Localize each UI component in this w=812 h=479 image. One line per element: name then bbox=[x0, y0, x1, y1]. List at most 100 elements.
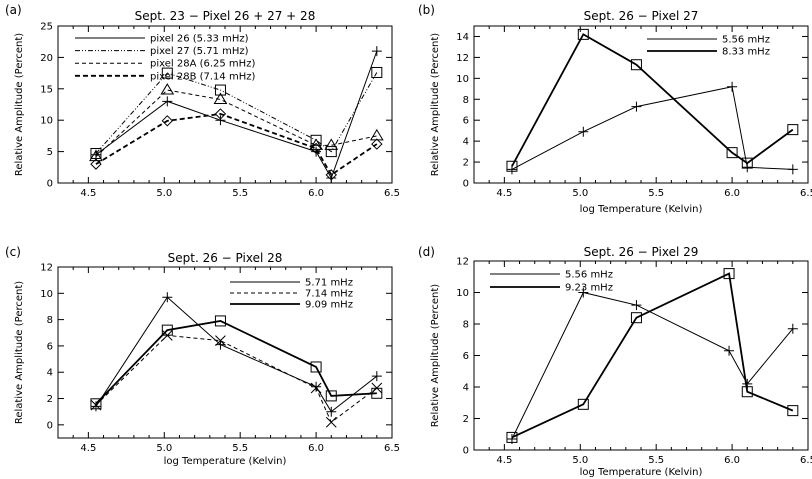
data-point-plus bbox=[326, 406, 337, 417]
data-point-square bbox=[726, 147, 738, 159]
data-point-square bbox=[90, 398, 102, 410]
data-point-square bbox=[506, 160, 518, 172]
data-point-cross bbox=[325, 416, 337, 428]
series-line-1 bbox=[511, 291, 794, 440]
chart-title: Sept. 26 − Pixel 29 bbox=[584, 245, 699, 259]
y-tick-label: 5 bbox=[47, 147, 53, 158]
data-point-plus bbox=[787, 323, 798, 334]
data-point-square bbox=[310, 134, 322, 146]
x-tick-label: 6.0 bbox=[724, 455, 740, 466]
chart-panel-4: (d) Sept. 26 − Pixel 29 4.5 5.0 5.5 6.0 6.5 0 2 4… bbox=[418, 245, 812, 478]
data-point-square bbox=[723, 268, 735, 280]
data-point-diamond bbox=[325, 169, 337, 181]
chart-title: Sept. 26 − Pixel 28 bbox=[168, 251, 283, 265]
x-tick-label: 6.0 bbox=[724, 188, 740, 199]
data-point-square bbox=[630, 59, 642, 71]
chart-panel-1: (a) Sept. 23 − Pixel 26 + 27 + 28 4.5 5.0 5.… bbox=[5, 3, 400, 199]
y-tick-label: 2 bbox=[463, 414, 469, 425]
data-point-plus bbox=[578, 287, 589, 298]
data-point-triangle bbox=[369, 128, 384, 141]
y-tick-label: 14 bbox=[456, 32, 469, 43]
data-point-plus bbox=[724, 345, 735, 356]
data-point-square bbox=[161, 67, 173, 79]
data-point-square bbox=[325, 390, 337, 402]
legend-entry: pixel 26 (5.33 mHz) bbox=[150, 34, 249, 45]
data-point-square bbox=[630, 312, 642, 324]
legend-entry: 5.56 mHz bbox=[722, 35, 770, 46]
y-tick-label: 8 bbox=[47, 315, 53, 326]
legend-entry: 8.33 mHz bbox=[722, 47, 770, 58]
y-tick-label: 4 bbox=[463, 383, 469, 394]
legend-entry: pixel 28B (7.14 mHz) bbox=[150, 71, 255, 82]
series-line-2 bbox=[511, 272, 794, 439]
y-tick-label: 12 bbox=[40, 263, 53, 274]
data-point-plus bbox=[311, 146, 322, 157]
x-tick-label: 4.5 bbox=[496, 455, 512, 466]
panel-label: (c) bbox=[5, 245, 21, 259]
legend-entry: 5.56 mHz bbox=[565, 270, 613, 281]
x-tick-label: 6.5 bbox=[384, 443, 400, 454]
y-tick-label: 10 bbox=[40, 116, 53, 127]
y-axis-title: Relative Amplitude (Percent) bbox=[14, 33, 25, 176]
data-point-cross bbox=[215, 335, 226, 347]
data-point-square bbox=[741, 157, 753, 169]
legend-entry: pixel 28A (6.25 mHz) bbox=[150, 59, 255, 70]
y-tick-label: 6 bbox=[463, 351, 469, 362]
x-axis-title: log Temperature (Kelvin) bbox=[164, 456, 287, 467]
x-tick-label: 6.5 bbox=[800, 455, 812, 466]
y-tick-label: 2 bbox=[463, 158, 469, 169]
series-line-3 bbox=[95, 89, 377, 157]
legend-entry: 7.14 mHz bbox=[305, 289, 353, 300]
y-tick-label: 8 bbox=[463, 320, 469, 331]
legend-entry: 9.09 mHz bbox=[305, 300, 353, 311]
data-point-square bbox=[214, 84, 226, 96]
series-line-1 bbox=[95, 50, 378, 180]
x-tick-label: 5.5 bbox=[648, 188, 664, 199]
data-point-cross bbox=[310, 382, 322, 394]
x-tick-label: 5.0 bbox=[156, 188, 172, 199]
series-line-4 bbox=[95, 112, 378, 177]
data-point-triangle bbox=[213, 92, 228, 104]
y-tick-label: 20 bbox=[40, 53, 53, 64]
legend-entry: 9.23 mHz bbox=[565, 283, 613, 294]
data-point-square bbox=[577, 398, 589, 410]
panel-label: (b) bbox=[418, 3, 435, 17]
x-tick-label: 5.0 bbox=[156, 443, 172, 454]
y-tick-label: 10 bbox=[456, 74, 469, 85]
data-point-square bbox=[371, 387, 383, 399]
panel-label: (a) bbox=[5, 3, 22, 17]
y-tick-label: 12 bbox=[456, 257, 469, 268]
y-tick-label: 4 bbox=[463, 137, 469, 148]
x-axis-title: log Temperature (Kelvin) bbox=[580, 467, 703, 478]
data-point-plus bbox=[371, 46, 382, 57]
data-point-square bbox=[741, 386, 753, 398]
legend-entry: pixel 27 (5.71 mHz) bbox=[150, 46, 249, 57]
series-line-2 bbox=[95, 334, 378, 423]
data-point-triangle bbox=[89, 149, 103, 162]
y-tick-label: 0 bbox=[463, 446, 469, 457]
data-point-triangle bbox=[160, 83, 175, 95]
data-point-diamond bbox=[310, 142, 322, 155]
x-tick-label: 6.5 bbox=[384, 188, 400, 199]
y-tick-label: 6 bbox=[47, 341, 53, 352]
y-tick-label: 10 bbox=[40, 289, 53, 300]
series-line-2 bbox=[511, 33, 794, 167]
y-tick-label: 25 bbox=[40, 22, 53, 33]
series-line-1 bbox=[95, 296, 378, 413]
chart-panel-3: (c) Sept. 26 − Pixel 28 4.5 5.0 5.5 6.0 6.5 0 2 4… bbox=[5, 245, 400, 467]
x-tick-label: 6.0 bbox=[308, 188, 324, 199]
data-point-plus bbox=[371, 371, 382, 382]
y-tick-label: 2 bbox=[47, 394, 53, 405]
data-point-plus bbox=[162, 292, 173, 303]
data-point-triangle bbox=[309, 138, 323, 150]
data-point-plus bbox=[631, 101, 642, 112]
x-tick-label: 5.0 bbox=[572, 455, 588, 466]
data-point-square bbox=[787, 124, 799, 136]
y-tick-label: 0 bbox=[47, 179, 53, 190]
x-tick-label: 5.5 bbox=[648, 455, 664, 466]
data-point-square bbox=[214, 315, 226, 327]
data-point-square bbox=[787, 405, 799, 417]
y-tick-label: 6 bbox=[463, 116, 469, 127]
data-point-square bbox=[577, 28, 589, 40]
